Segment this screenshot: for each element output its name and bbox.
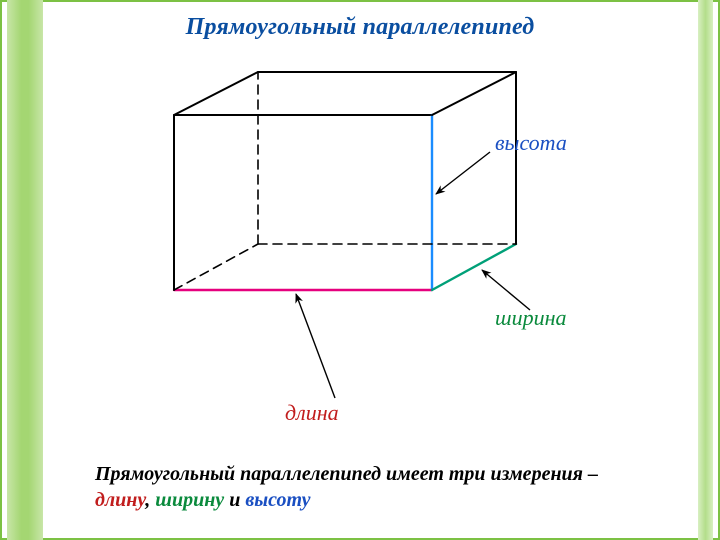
caption-width: ширину	[155, 489, 224, 511]
caption-sep2: и	[224, 489, 245, 511]
dimension-arrows	[296, 152, 530, 398]
cuboid-edges-dashed	[174, 72, 516, 290]
label-length: длина	[285, 400, 339, 426]
cuboid-diagram	[0, 0, 720, 540]
label-height: высота	[495, 130, 567, 156]
caption-pre: Прямоугольный параллелепипед имеет три и…	[95, 463, 598, 485]
caption-sep1: ,	[145, 489, 155, 511]
label-width: ширина	[495, 305, 567, 331]
caption: Прямоугольный параллелепипед имеет три и…	[95, 462, 655, 513]
caption-length: длину	[95, 489, 145, 511]
caption-height: высоту	[245, 489, 310, 511]
cuboid-edges-solid	[174, 72, 516, 290]
